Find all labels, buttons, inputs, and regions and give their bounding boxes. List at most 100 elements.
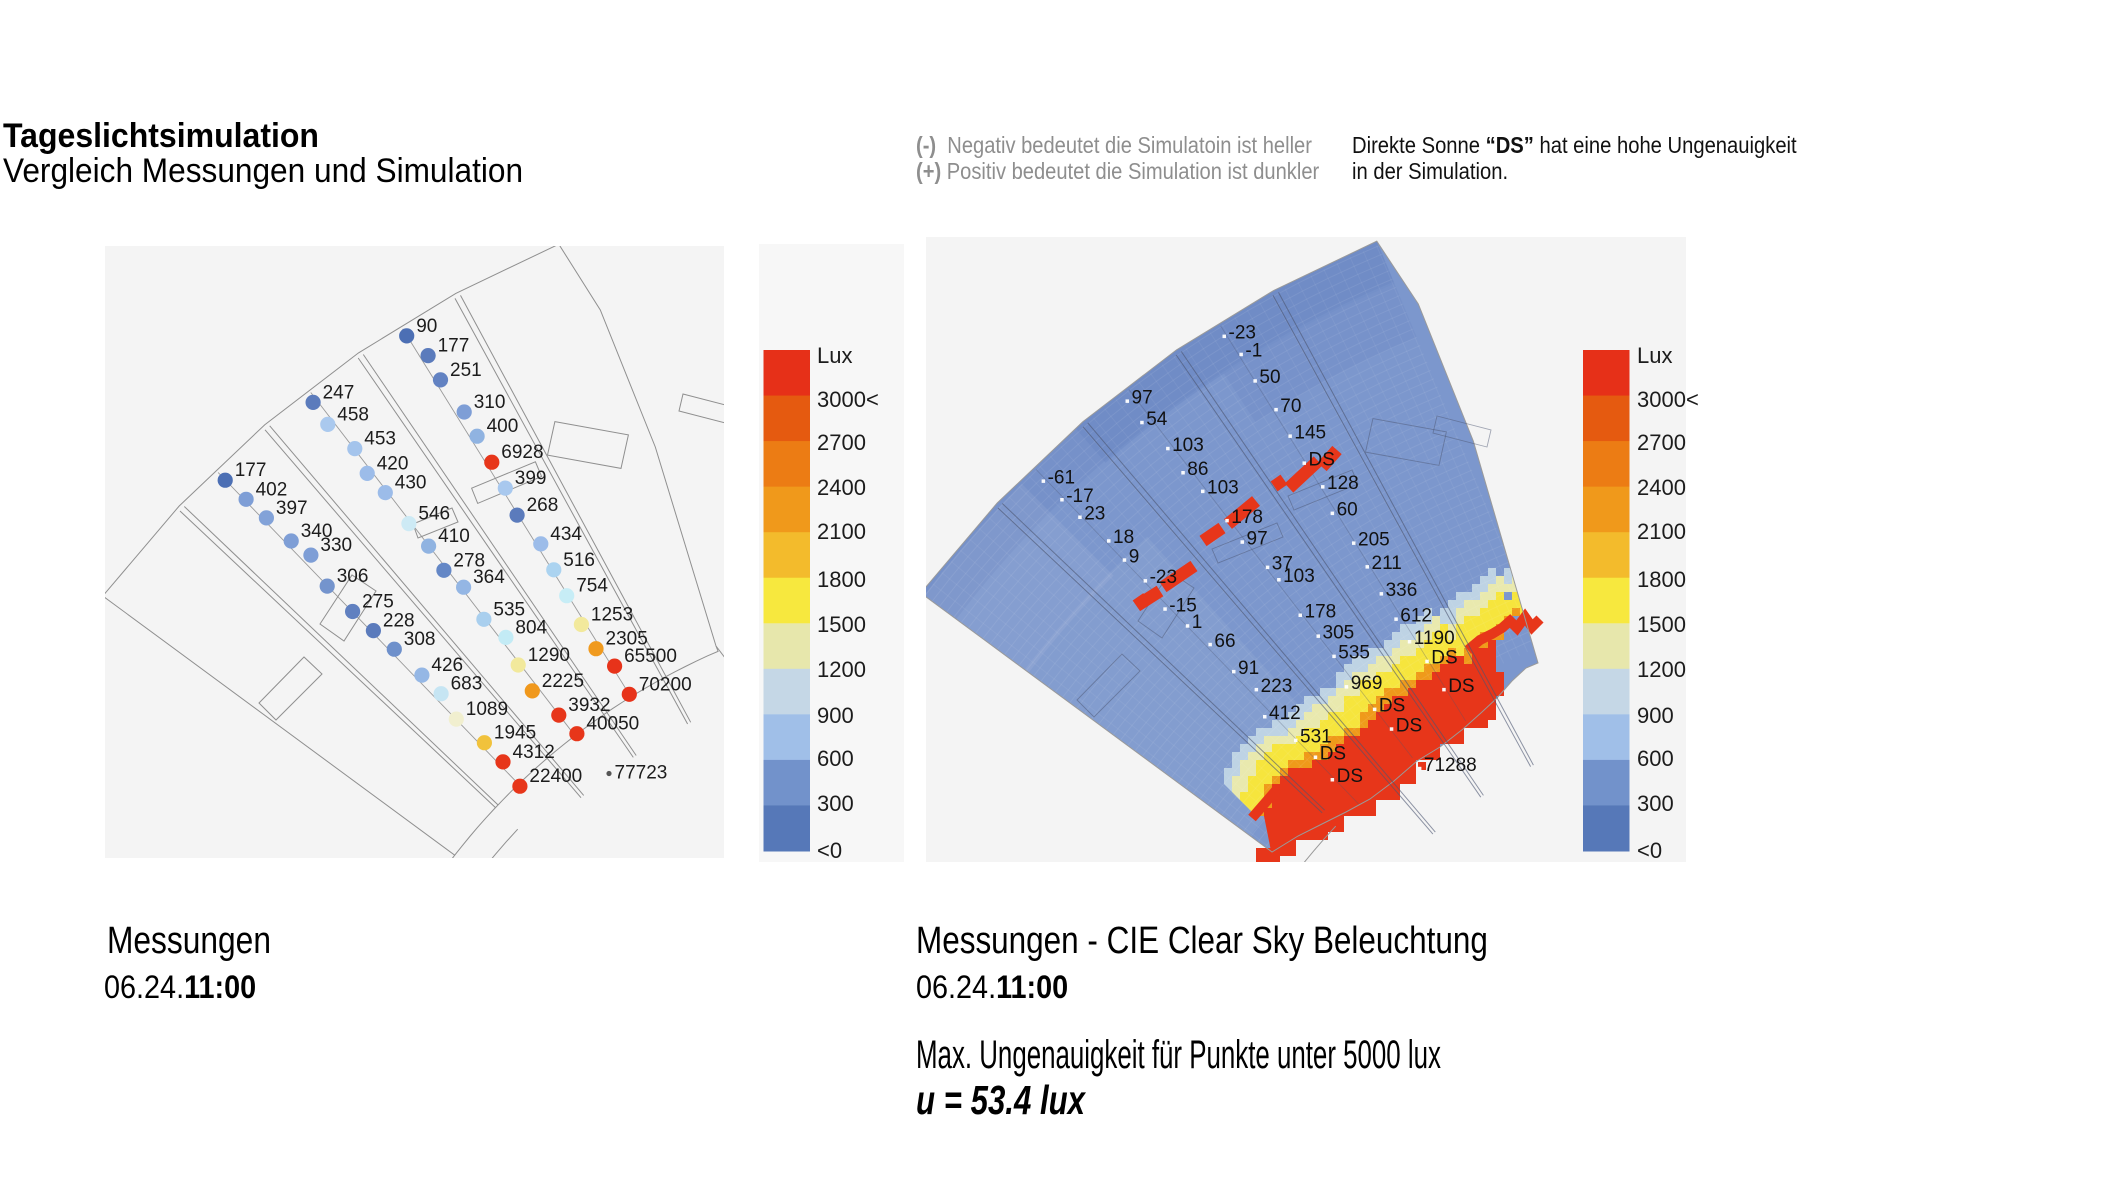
svg-text:300: 300 (817, 791, 854, 816)
svg-text:308: 308 (404, 629, 436, 650)
svg-text:600: 600 (817, 746, 854, 771)
svg-text:453: 453 (364, 429, 396, 450)
svg-text:223: 223 (1261, 676, 1293, 697)
svg-text:1190: 1190 (1414, 628, 1455, 649)
svg-text:546: 546 (418, 504, 450, 525)
svg-text:1500: 1500 (817, 612, 866, 637)
svg-text:1800: 1800 (817, 567, 866, 592)
svg-text:364: 364 (473, 567, 505, 588)
svg-text:754: 754 (576, 576, 608, 597)
svg-text:Lux: Lux (817, 343, 852, 368)
svg-text:70200: 70200 (639, 674, 692, 695)
svg-text:211: 211 (1372, 553, 1402, 574)
svg-text:103: 103 (1283, 566, 1315, 587)
svg-text:1290: 1290 (528, 645, 570, 666)
svg-text:103: 103 (1207, 478, 1239, 499)
svg-text:683: 683 (451, 674, 483, 695)
svg-text:3932: 3932 (568, 695, 610, 716)
svg-text:90: 90 (416, 316, 437, 337)
svg-text:4312: 4312 (513, 742, 555, 763)
svg-text:410: 410 (438, 526, 470, 547)
svg-text:399: 399 (515, 468, 547, 489)
svg-text:205: 205 (1358, 529, 1390, 550)
svg-text:2100: 2100 (817, 519, 866, 544)
svg-text:-23: -23 (1150, 567, 1177, 588)
svg-text:228: 228 (383, 611, 415, 632)
svg-text:-15: -15 (1169, 595, 1196, 616)
svg-text:535: 535 (493, 599, 525, 620)
svg-text:278: 278 (453, 550, 485, 571)
svg-text:1200: 1200 (817, 657, 866, 682)
svg-text:-61: -61 (1048, 467, 1075, 488)
svg-text:54: 54 (1146, 409, 1168, 430)
svg-text:3000<: 3000< (817, 387, 879, 412)
svg-text:535: 535 (1338, 643, 1370, 664)
svg-text:3000<: 3000< (1637, 387, 1699, 412)
svg-text:402: 402 (256, 479, 288, 500)
svg-text:804: 804 (515, 617, 547, 638)
svg-text:340: 340 (301, 521, 333, 542)
svg-text:531: 531 (1300, 727, 1332, 748)
svg-text:71288: 71288 (1424, 755, 1477, 776)
svg-text:306: 306 (337, 566, 369, 587)
svg-text:DS: DS (1337, 766, 1363, 787)
svg-text:<0: <0 (817, 838, 842, 862)
svg-text:1253: 1253 (591, 605, 633, 626)
svg-text:177: 177 (438, 336, 470, 357)
svg-text:2700: 2700 (817, 430, 866, 455)
svg-text:37: 37 (1272, 554, 1293, 575)
svg-text:412: 412 (1269, 703, 1301, 724)
svg-text:516: 516 (563, 550, 595, 571)
svg-text:66: 66 (1214, 631, 1235, 652)
svg-text:400: 400 (487, 416, 519, 437)
svg-text:-1: -1 (1245, 341, 1262, 362)
svg-text:145: 145 (1294, 422, 1326, 443)
svg-text:900: 900 (1637, 703, 1674, 728)
svg-text:65500: 65500 (624, 646, 677, 667)
svg-text:91: 91 (1238, 658, 1259, 679)
svg-text:2700: 2700 (1637, 430, 1686, 455)
svg-text:1089: 1089 (466, 699, 508, 720)
svg-text:<0: <0 (1637, 838, 1662, 862)
svg-text:DS: DS (1309, 449, 1335, 470)
svg-text:178: 178 (1305, 602, 1337, 623)
svg-text:900: 900 (817, 703, 854, 728)
svg-text:1800: 1800 (1637, 567, 1686, 592)
svg-text:DS: DS (1379, 696, 1405, 717)
svg-text:969: 969 (1351, 673, 1383, 694)
svg-text:-17: -17 (1066, 486, 1093, 507)
svg-text:86: 86 (1187, 459, 1208, 480)
svg-text:275: 275 (362, 592, 394, 613)
svg-text:22400: 22400 (529, 766, 582, 787)
svg-text:50: 50 (1259, 367, 1280, 388)
svg-text:70: 70 (1280, 396, 1301, 417)
svg-text:97: 97 (1132, 387, 1153, 408)
svg-text:336: 336 (1386, 580, 1418, 601)
svg-text:458: 458 (337, 404, 369, 425)
svg-text:1500: 1500 (1637, 612, 1686, 637)
svg-text:247: 247 (323, 382, 355, 403)
svg-text:177: 177 (235, 460, 267, 481)
svg-text:9: 9 (1129, 546, 1140, 567)
svg-text:426: 426 (431, 655, 463, 676)
svg-text:Lux: Lux (1637, 343, 1672, 368)
svg-text:1945: 1945 (494, 723, 536, 744)
svg-text:DS: DS (1431, 648, 1457, 669)
svg-text:103: 103 (1172, 435, 1204, 456)
svg-text:612: 612 (1400, 605, 1432, 626)
svg-text:420: 420 (377, 453, 409, 474)
svg-text:1: 1 (1192, 612, 1203, 633)
svg-text:18: 18 (1113, 527, 1134, 548)
svg-text:2225: 2225 (542, 671, 584, 692)
svg-text:DS: DS (1320, 744, 1346, 765)
svg-text:2305: 2305 (606, 629, 648, 650)
svg-text:128: 128 (1327, 473, 1359, 494)
svg-text:251: 251 (450, 360, 482, 381)
svg-text:300: 300 (1637, 791, 1674, 816)
svg-text:60: 60 (1337, 500, 1358, 521)
svg-text:1200: 1200 (1637, 657, 1686, 682)
svg-text:434: 434 (550, 524, 582, 545)
svg-text:23: 23 (1084, 504, 1105, 525)
svg-text:2400: 2400 (817, 475, 866, 500)
svg-text:600: 600 (1637, 746, 1674, 771)
